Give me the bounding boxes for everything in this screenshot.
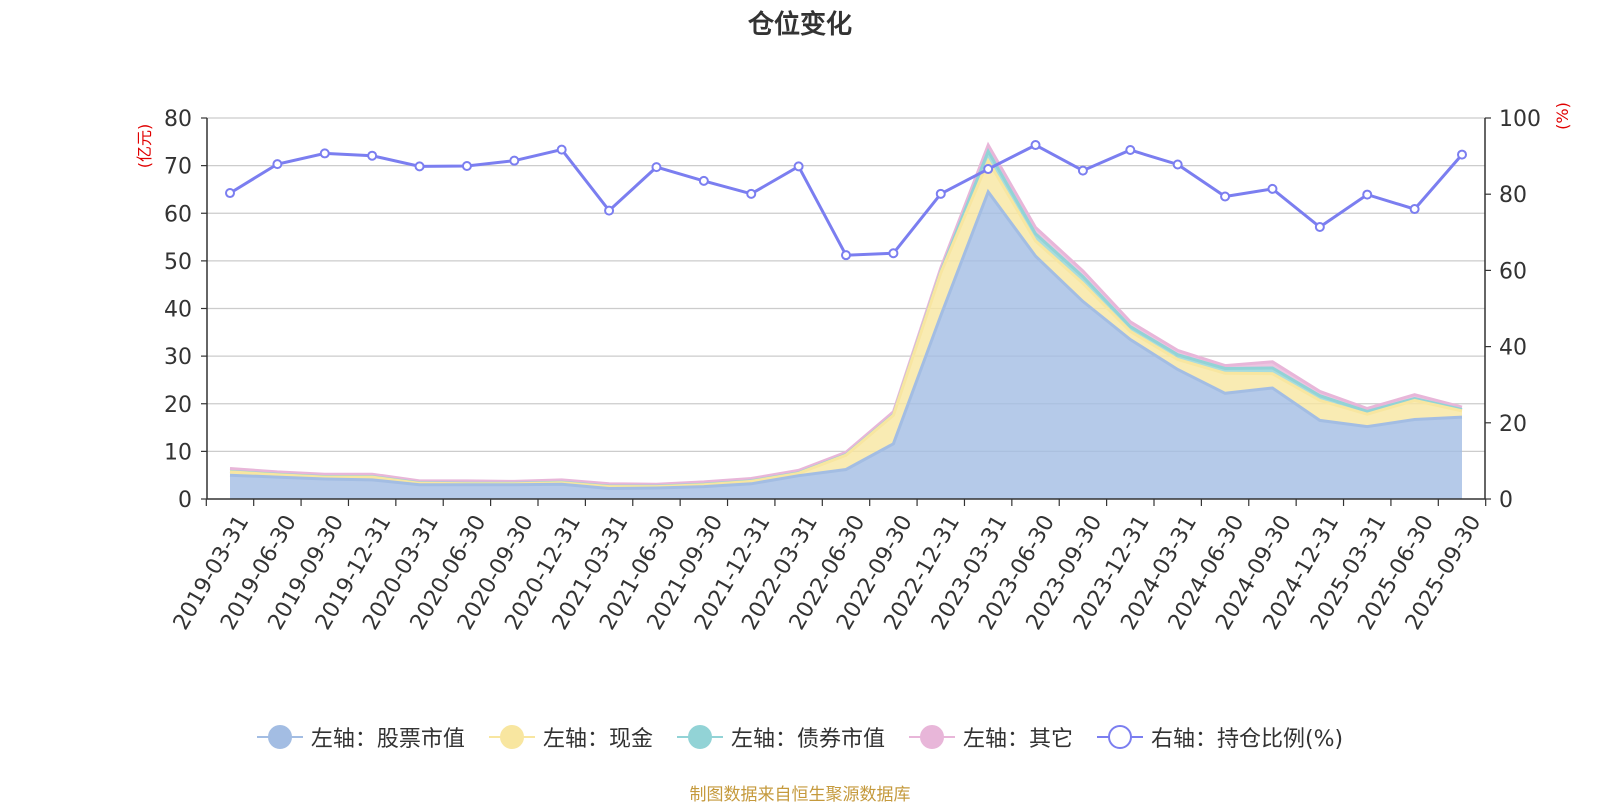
ratio-point[interactable] (556, 144, 567, 155)
legend-item[interactable]: 左轴：债券市值 (676, 722, 885, 752)
legend-item[interactable]: 左轴：现金 (488, 722, 653, 752)
ratio-point[interactable] (509, 155, 520, 166)
ratio-point[interactable] (746, 188, 757, 199)
ratio-point[interactable] (651, 162, 662, 173)
left-tick-label: 70 (164, 155, 192, 180)
left-tick-label: 20 (164, 393, 192, 418)
position-ratio-line (225, 140, 1467, 261)
ratio-point[interactable] (461, 161, 472, 172)
ratio-point[interactable] (1362, 189, 1373, 200)
legend-label: 左轴：股票市值 (310, 727, 465, 752)
ratio-point[interactable] (225, 188, 235, 199)
legend-item[interactable]: 左轴：其它 (908, 722, 1073, 752)
right-tick-label: 20 (1499, 412, 1527, 437)
ratio-point[interactable] (1220, 191, 1231, 202)
legend-item[interactable]: 左轴：股票市值 (256, 722, 465, 752)
area-0 (230, 191, 1462, 500)
left-tick-label: 0 (178, 488, 192, 513)
right-tick-label: 40 (1499, 336, 1527, 361)
legend-label: 左轴：现金 (542, 727, 653, 752)
ratio-point[interactable] (1030, 140, 1041, 151)
ratio-point[interactable] (983, 164, 994, 175)
ratio-point[interactable] (698, 175, 709, 186)
ratio-point[interactable] (1267, 183, 1278, 194)
ratio-point[interactable] (1314, 221, 1325, 232)
legend-swatch-icon (676, 725, 723, 749)
left-tick-label: 40 (164, 298, 192, 323)
area-edge-3 (229, 141, 1463, 486)
ratio-point[interactable] (604, 205, 615, 216)
legend-swatch-icon (908, 725, 955, 749)
left-tick-label: 60 (164, 202, 192, 227)
ratio-point[interactable] (272, 159, 283, 170)
left-axis-ticks: 0 10 20 30 40 50 60 70 80 (164, 107, 207, 513)
legend-label: 右轴：持仓比例(%) (1150, 727, 1344, 752)
legend: 左轴：股票市值 左轴：现金 左轴：债券市值 左轴：其它 右轴：持仓比例(%) (0, 722, 1600, 752)
legend-label: 左轴：债券市值 (730, 727, 885, 752)
ratio-point[interactable] (1125, 145, 1136, 156)
ratio-point[interactable] (414, 161, 425, 172)
chart-title: 仓位变化 (747, 10, 852, 40)
stacked-areas (229, 141, 1463, 500)
right-tick-label: 60 (1499, 259, 1527, 284)
ratio-point[interactable] (935, 188, 946, 199)
ratio-point[interactable] (1409, 204, 1420, 215)
gridlines (207, 117, 1485, 452)
ratio-point[interactable] (367, 150, 378, 161)
legend-swatch-icon (1096, 725, 1143, 749)
legend-swatch-icon (488, 725, 535, 749)
right-tick-label: 0 (1499, 488, 1513, 513)
ratio-point[interactable] (793, 161, 804, 172)
right-tick-label: 80 (1499, 183, 1527, 208)
area-edge-0 (229, 188, 1463, 491)
ratio-point[interactable] (1172, 159, 1183, 170)
legend-item[interactable]: 右轴：持仓比例(%) (1096, 722, 1344, 752)
ratio-point[interactable] (1457, 149, 1467, 160)
ratio-point[interactable] (841, 250, 851, 261)
right-axis-unit: (%) (1553, 102, 1572, 130)
ratio-point[interactable] (888, 248, 899, 259)
x-axis-ticks: 2019-03-312019-06-302019-09-302019-12-31… (169, 499, 1486, 634)
ratio-point[interactable] (1077, 165, 1088, 176)
chart-svg: 0 10 20 30 40 50 60 70 80 0 20 40 60 80 100 2019-03-3… (135, 102, 1572, 634)
left-tick-label: 50 (164, 250, 192, 275)
left-axis-unit: (亿元) (135, 124, 154, 169)
ratio-point[interactable] (319, 148, 330, 159)
legend-swatch-icon (256, 725, 303, 749)
right-axis-ticks: 0 20 40 60 80 100 (1485, 107, 1541, 513)
left-tick-label: 80 (164, 107, 192, 132)
legend-label: 左轴：其它 (962, 727, 1073, 752)
left-tick-label: 30 (164, 345, 192, 370)
ratio-line (229, 143, 1464, 257)
right-tick-label: 100 (1499, 107, 1541, 132)
left-tick-label: 10 (164, 440, 192, 465)
source-note: 制图数据来自恒生聚源数据库 (689, 785, 911, 805)
